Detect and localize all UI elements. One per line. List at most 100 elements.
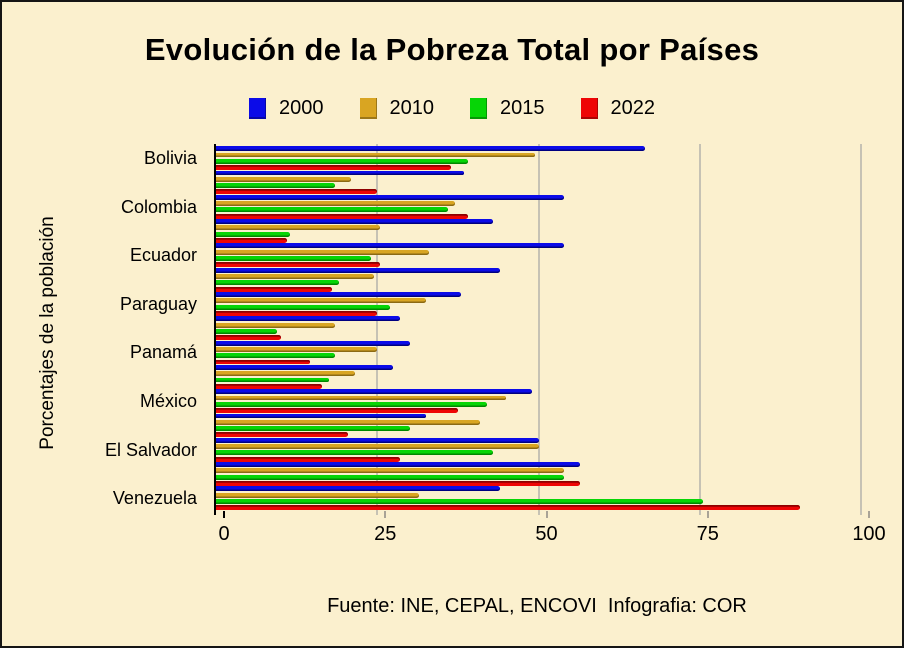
gridline-50 bbox=[537, 144, 540, 515]
bar-cluster bbox=[216, 486, 861, 511]
legend: 2000 2010 2015 2022 bbox=[2, 96, 902, 120]
bar-2000-row3 bbox=[216, 219, 494, 225]
bar-cluster bbox=[216, 364, 861, 389]
bar-cluster bbox=[216, 194, 861, 219]
bar-2000-Colombia bbox=[216, 194, 565, 200]
bar-group-Bolivia: Bolivia bbox=[2, 146, 902, 171]
bar-2015-Ecuador bbox=[216, 256, 371, 261]
bar-2022-Panamá bbox=[216, 359, 310, 365]
bar-2000-México bbox=[216, 389, 533, 395]
bar-group-El Salvador: El Salvador bbox=[2, 437, 902, 462]
bar-2010-row13 bbox=[216, 468, 565, 474]
gridline-25 bbox=[376, 144, 379, 515]
x-tick-mark-0 bbox=[223, 511, 225, 518]
bar-2000-row7 bbox=[216, 316, 400, 322]
bar-2022-Bolivia bbox=[216, 165, 452, 171]
category-label bbox=[2, 316, 206, 340]
bar-cluster bbox=[216, 146, 861, 171]
bar-cluster bbox=[216, 243, 861, 268]
bar-2000-Panamá bbox=[216, 340, 410, 346]
bar-group-row1 bbox=[2, 170, 902, 195]
bar-2010-Colombia bbox=[216, 201, 455, 207]
x-tick-label-50: 50 bbox=[535, 523, 558, 545]
legend-label-2022: 2022 bbox=[610, 96, 656, 119]
bar-2010-row7 bbox=[216, 322, 336, 328]
gridline-75 bbox=[698, 144, 701, 515]
category-label bbox=[2, 365, 206, 389]
x-tick-label-25: 25 bbox=[374, 523, 397, 545]
bar-2015-México bbox=[216, 401, 487, 407]
bar-cluster bbox=[216, 267, 861, 292]
bar-2022-row3 bbox=[216, 238, 287, 243]
bar-2022-row7 bbox=[216, 335, 281, 341]
bar-2010-Bolivia bbox=[216, 152, 536, 158]
legend-label-2000: 2000 bbox=[279, 96, 324, 119]
category-label: Bolivia bbox=[143, 148, 197, 168]
category-label: Paraguay bbox=[119, 293, 197, 314]
category-label bbox=[2, 267, 206, 291]
legend-item-2000: 2000 bbox=[249, 97, 324, 120]
bar-2015-El Salvador bbox=[216, 450, 494, 456]
bar-group-row9 bbox=[2, 364, 902, 389]
bar-2015-row9 bbox=[216, 377, 329, 383]
bar-2022-México bbox=[216, 408, 458, 413]
bar-cluster bbox=[216, 462, 861, 486]
bar-cluster bbox=[216, 413, 861, 438]
bar-2015-row1 bbox=[216, 183, 336, 189]
bar-2010-El Salvador bbox=[216, 444, 539, 450]
bar-2022-Paraguay bbox=[216, 310, 378, 316]
x-tick-label-0: 0 bbox=[218, 523, 230, 545]
source-caption: Fuente: INE, CEPAL, ENCOVI Infografia: C… bbox=[327, 595, 747, 617]
bar-2015-Panamá bbox=[216, 353, 336, 359]
bar-group-Panamá: Panamá bbox=[2, 340, 902, 365]
bar-group-Venezuela: Venezuela bbox=[2, 486, 902, 511]
chart-title: Evolución de la Pobreza Total por Países bbox=[144, 32, 760, 67]
legend-label-2010: 2010 bbox=[389, 96, 435, 119]
bar-cluster bbox=[216, 170, 861, 195]
bar-2022-row5 bbox=[216, 286, 333, 292]
category-label: Ecuador bbox=[129, 245, 197, 266]
bar-2000-Bolivia bbox=[216, 146, 645, 152]
category-label: El Salvador bbox=[104, 439, 197, 460]
category-label bbox=[2, 219, 206, 243]
bar-2010-row5 bbox=[216, 274, 375, 279]
bar-2010-México bbox=[216, 395, 507, 401]
category-label bbox=[2, 413, 206, 437]
x-tick-label-75: 75 bbox=[696, 523, 719, 545]
bar-2022-Venezuela bbox=[216, 505, 800, 511]
bar-2000-row9 bbox=[216, 364, 394, 370]
bar-2010-Ecuador bbox=[216, 249, 429, 255]
bar-2000-El Salvador bbox=[216, 437, 539, 443]
gridline-100 bbox=[860, 144, 862, 515]
bar-2022-El Salvador bbox=[216, 456, 400, 462]
x-tick-mark-25 bbox=[384, 511, 387, 518]
bar-2015-row11 bbox=[216, 426, 410, 431]
category-label bbox=[2, 170, 206, 194]
bar-group-México: México bbox=[2, 389, 902, 413]
x-tick-mark-75 bbox=[706, 511, 709, 518]
bar-group-row5 bbox=[2, 267, 902, 292]
bar-2022-Ecuador bbox=[216, 262, 381, 268]
bar-2010-row1 bbox=[216, 176, 352, 182]
bar-2015-Venezuela bbox=[216, 499, 703, 504]
bar-group-row13 bbox=[2, 462, 902, 486]
bar-2022-row9 bbox=[216, 383, 323, 389]
bar-2015-row3 bbox=[216, 231, 291, 237]
bar-group-Colombia: Colombia bbox=[2, 194, 902, 219]
category-label: Venezuela bbox=[112, 488, 197, 509]
bar-2015-row13 bbox=[216, 474, 565, 480]
legend-item-2010: 2010 bbox=[359, 96, 435, 120]
bar-2022-row13 bbox=[216, 480, 581, 486]
bar-2015-Bolivia bbox=[216, 158, 468, 164]
bar-2000-row13 bbox=[216, 462, 581, 468]
category-label: Panamá bbox=[129, 342, 197, 363]
category-label: México bbox=[139, 390, 197, 411]
x-tick-mark-50 bbox=[545, 511, 548, 518]
bar-2000-Ecuador bbox=[216, 243, 565, 249]
bar-2010-Panamá bbox=[216, 346, 378, 352]
bar-2022-row11 bbox=[216, 432, 349, 438]
x-axis: 0 25 50 75 100 bbox=[218, 511, 886, 553]
bar-2010-Paraguay bbox=[216, 298, 426, 304]
bar-group-row7 bbox=[2, 316, 902, 341]
